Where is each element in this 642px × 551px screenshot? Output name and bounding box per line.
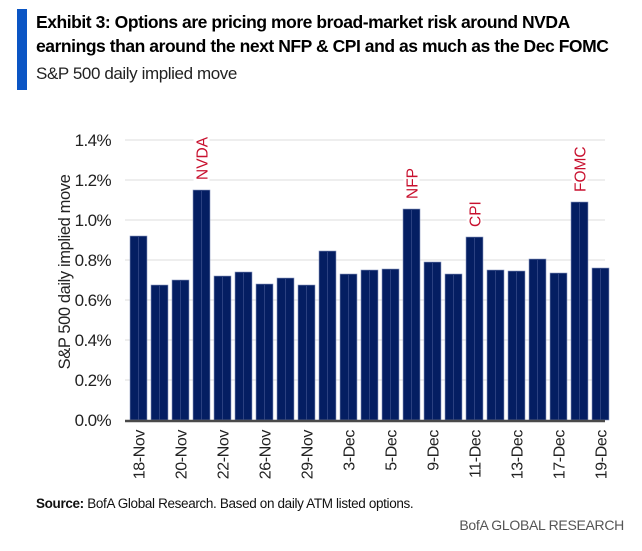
exhibit-title: Exhibit 3: Options are pricing more broa… (36, 12, 609, 56)
x-tick-label: 13-Dec (510, 430, 527, 480)
y-tick-label: 0.8% (75, 251, 112, 270)
y-axis-ticks: 0.0% 0.2% 0.4% 0.6% 0.8% 1.0% 1.2% 1.4% (75, 131, 112, 430)
bars (129, 189, 610, 421)
annotation-bg (466, 192, 483, 229)
x-tick-label: 3-Dec (342, 430, 359, 471)
x-tick-label: 9-Dec (426, 430, 443, 471)
source-note: Source: BofA Global Research. Based on d… (36, 496, 414, 511)
x-axis-ticks: 18-Nov 20-Nov 22-Nov 26-Nov 29-Nov 3-Dec 5-Dec… (132, 430, 611, 480)
accent-bar (17, 9, 27, 90)
x-tick-label: 18-Nov (132, 430, 149, 480)
y-tick-label: 0.0% (75, 411, 112, 430)
x-tick-label: 20-Nov (174, 430, 191, 480)
x-tick-label: 29-Nov (300, 430, 317, 480)
source-text: BofA Global Research. Based on daily ATM… (83, 496, 414, 511)
annotation-fomc: FOMC (573, 146, 590, 192)
annotation-nvda: NVDA (195, 136, 212, 180)
annotation-nfp: NFP (405, 168, 422, 199)
annotation-bg (193, 134, 210, 182)
exhibit-subtitle: S&P 500 daily implied move (36, 64, 237, 83)
y-tick-label: 0.2% (75, 371, 112, 390)
y-tick-label: 1.4% (75, 131, 112, 150)
y-axis-label: S&P 500 daily implied move (56, 174, 74, 369)
x-tick-label: 22-Nov (216, 430, 233, 480)
y-tick-label: 0.6% (75, 291, 112, 310)
y-tick-label: 1.2% (75, 171, 112, 190)
y-tick-label: 1.0% (75, 211, 112, 230)
source-label: Source: (36, 496, 84, 511)
x-tick-label: 17-Dec (552, 430, 569, 480)
event-annotations: NVDA NFP CPI FOMC (193, 134, 590, 229)
x-tick-label: 5-Dec (384, 430, 401, 471)
x-tick-label: 19-Dec (594, 430, 611, 480)
annotation-cpi: CPI (468, 201, 485, 227)
x-tick-label: 26-Nov (258, 430, 275, 480)
brand-footer: BofA GLOBAL RESEARCH (459, 517, 624, 533)
y-tick-label: 0.4% (75, 331, 112, 350)
x-tick-label: 11-Dec (468, 430, 485, 478)
annotation-bg (403, 164, 420, 201)
annotation-bg (571, 146, 588, 194)
